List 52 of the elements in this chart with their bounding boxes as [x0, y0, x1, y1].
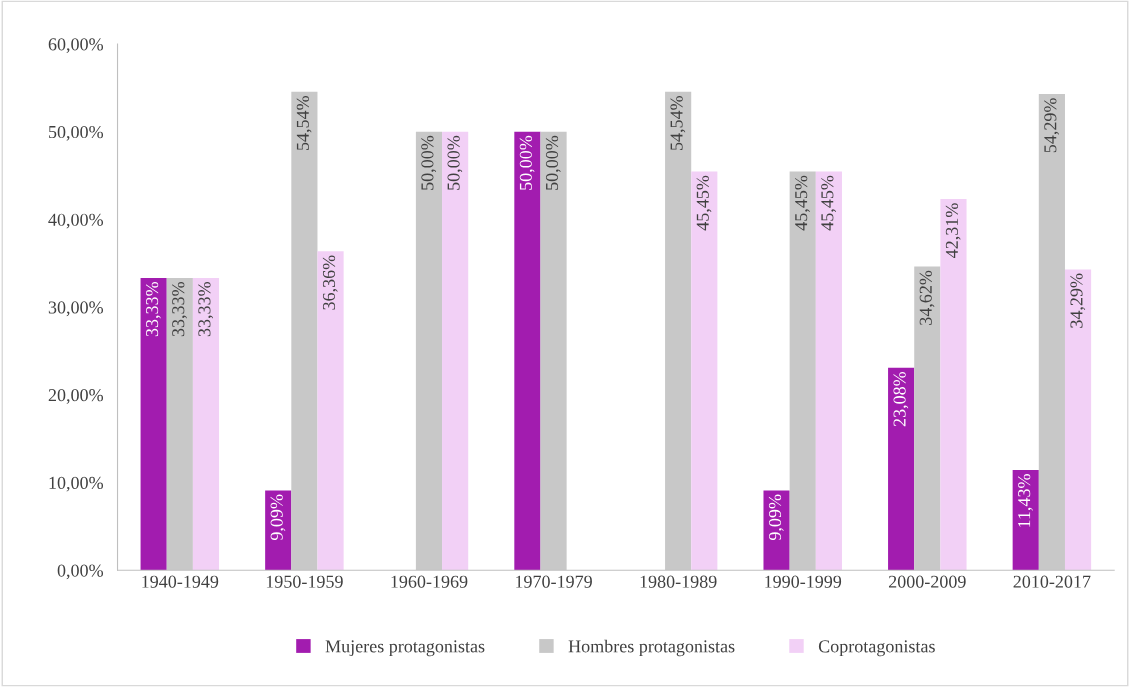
legend-label: Hombres protagonistas	[568, 639, 735, 657]
data-label: 54,54%	[670, 95, 686, 150]
bar	[192, 277, 220, 571]
y-tick-label: 30,00%	[48, 301, 104, 317]
bar	[815, 171, 842, 571]
bar	[763, 490, 790, 571]
bar	[317, 251, 344, 571]
data-label: 9,09%	[768, 494, 784, 541]
y-tick-label: 60,00%	[48, 38, 104, 54]
data-label: 54,54%	[296, 95, 312, 150]
data-label: 11,43%	[1018, 474, 1033, 527]
data-label: 45,45%	[795, 175, 810, 231]
bar	[514, 131, 541, 571]
y-tick-label: 0,00%	[57, 564, 104, 580]
data-label: 33,33%	[198, 282, 214, 337]
data-label: 45,45%	[696, 175, 712, 231]
x-tick-label: 2000-2009	[888, 575, 966, 588]
bar	[888, 367, 915, 571]
bar	[140, 277, 167, 571]
bar	[1064, 269, 1092, 571]
bar	[442, 131, 469, 571]
bar	[1012, 469, 1039, 571]
y-tick-label: 50,00%	[49, 125, 104, 141]
y-tick-label: 20,00%	[48, 389, 104, 404]
data-label: 34,29%	[1070, 273, 1086, 328]
data-label: 50,00%	[545, 135, 561, 190]
x-tick-label: 1960-1969	[391, 575, 468, 588]
data-label: 50,00%	[519, 135, 535, 190]
data-label: 33,33%	[172, 282, 187, 337]
bar	[265, 490, 292, 571]
data-label: 23,08%	[893, 371, 909, 427]
data-label: 33,33%	[145, 282, 161, 337]
data-label: 36,36%	[322, 255, 338, 310]
x-tick-label: 1980-1989	[640, 575, 717, 588]
bar	[691, 171, 718, 571]
x-tick-label: 1990-1999	[765, 575, 842, 588]
data-label: 45,45%	[821, 175, 836, 231]
data-label: 50,00%	[421, 135, 437, 190]
legend-label: Coprotagonistas	[818, 640, 935, 657]
data-label: 50,00%	[447, 135, 463, 190]
y-tick-label: 10,00%	[49, 476, 104, 492]
x-tick-label: 1940-1949	[142, 575, 219, 588]
data-label: 42,31%	[945, 203, 961, 258]
y-tick-label: 40,00%	[48, 213, 104, 229]
x-tick-label: 2010-2017	[1013, 575, 1091, 588]
data-label: 34,62%	[919, 270, 935, 325]
data-label: 54,29%	[1044, 98, 1060, 153]
legend-label: Mujeres protagonistas	[325, 640, 485, 657]
data-label: 9,09%	[270, 494, 286, 541]
x-tick-label: 1950-1959	[266, 575, 343, 588]
x-tick-label: 1970-1979	[516, 575, 592, 588]
bar	[940, 199, 967, 571]
